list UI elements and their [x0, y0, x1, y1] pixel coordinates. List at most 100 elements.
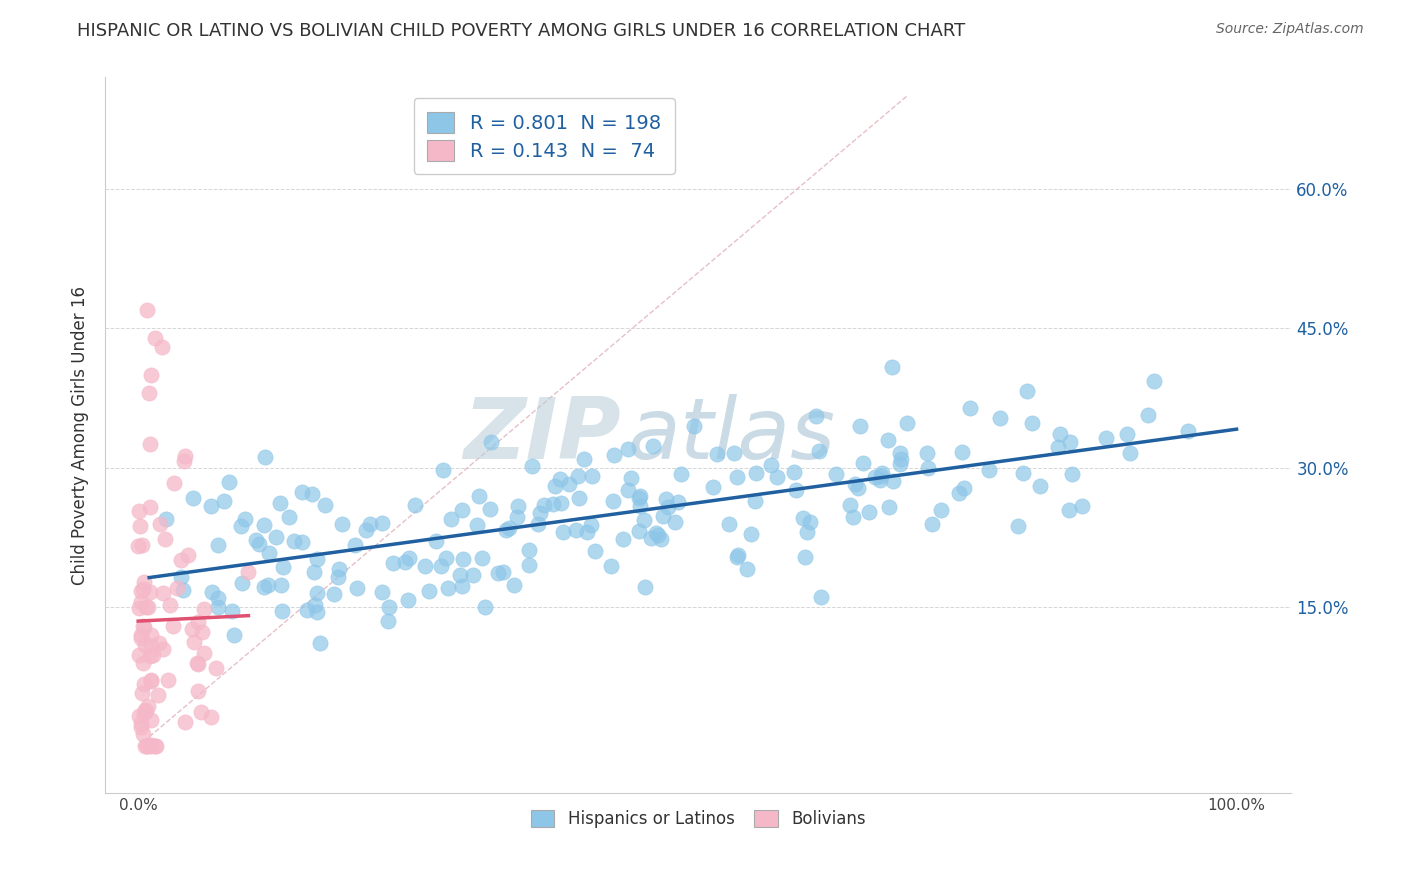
Point	[471, 551, 494, 566]
Point	[398, 551, 420, 566]
Point	[533, 498, 555, 512]
Point	[207, 591, 229, 606]
Point	[191, 625, 214, 640]
Point	[200, 710, 222, 724]
Point	[301, 487, 323, 501]
Point	[359, 517, 381, 532]
Point	[138, 386, 160, 401]
Point	[852, 456, 875, 470]
Point	[162, 619, 184, 633]
Point	[136, 739, 159, 754]
Point	[1070, 500, 1092, 514]
Point	[128, 709, 150, 723]
Point	[135, 705, 157, 719]
Point	[1057, 503, 1080, 517]
Point	[304, 566, 326, 580]
Point	[257, 578, 280, 592]
Point	[152, 586, 174, 600]
Point	[463, 568, 485, 582]
Point	[651, 508, 673, 523]
Point	[737, 562, 759, 576]
Point	[257, 546, 280, 560]
Point	[136, 302, 159, 317]
Point	[394, 555, 416, 569]
Point	[745, 466, 768, 480]
Point	[432, 462, 454, 476]
Point	[131, 538, 153, 552]
Point	[131, 595, 153, 609]
Point	[141, 739, 163, 754]
Point	[612, 532, 634, 546]
Point	[574, 451, 596, 466]
Point	[1095, 431, 1118, 445]
Point	[207, 538, 229, 552]
Point	[792, 511, 814, 525]
Point	[413, 559, 436, 574]
Point	[544, 478, 567, 492]
Point	[630, 499, 652, 513]
Point	[517, 543, 540, 558]
Point	[557, 477, 579, 491]
Point	[304, 598, 326, 612]
Point	[882, 474, 904, 488]
Point	[657, 500, 679, 515]
Point	[377, 600, 399, 615]
Point	[616, 483, 638, 497]
Point	[205, 661, 228, 675]
Point	[134, 739, 156, 754]
Point	[643, 439, 665, 453]
Point	[440, 511, 463, 525]
Point	[134, 638, 156, 652]
Point	[519, 558, 541, 573]
Point	[1015, 384, 1038, 398]
Point	[929, 502, 952, 516]
Point	[143, 739, 166, 754]
Point	[309, 635, 332, 649]
Point	[650, 532, 672, 546]
Point	[186, 657, 208, 671]
Point	[139, 739, 162, 753]
Point	[330, 517, 353, 532]
Point	[136, 600, 159, 615]
Point	[156, 673, 179, 687]
Point	[142, 648, 165, 662]
Point	[702, 480, 724, 494]
Point	[169, 552, 191, 566]
Point	[132, 575, 155, 590]
Point	[1177, 424, 1199, 438]
Point	[849, 418, 872, 433]
Point	[723, 446, 745, 460]
Point	[153, 533, 176, 547]
Point	[1012, 466, 1035, 480]
Point	[193, 602, 215, 616]
Point	[264, 530, 287, 544]
Point	[207, 600, 229, 615]
Point	[634, 580, 657, 594]
Point	[839, 499, 862, 513]
Point	[187, 615, 209, 630]
Point	[128, 648, 150, 662]
Point	[917, 460, 939, 475]
Point	[915, 445, 938, 459]
Point	[139, 640, 162, 654]
Point	[671, 467, 693, 482]
Point	[163, 476, 186, 491]
Point	[314, 498, 336, 512]
Point	[141, 628, 163, 642]
Point	[1007, 519, 1029, 533]
Point	[152, 642, 174, 657]
Point	[141, 713, 163, 727]
Point	[170, 570, 193, 584]
Point	[139, 585, 162, 599]
Point	[212, 494, 235, 508]
Point	[808, 444, 831, 458]
Point	[879, 500, 901, 514]
Point	[135, 739, 157, 754]
Point	[740, 527, 762, 541]
Point	[785, 483, 807, 497]
Point	[602, 449, 624, 463]
Point	[627, 491, 650, 505]
Point	[434, 551, 457, 566]
Point	[581, 469, 603, 483]
Point	[744, 494, 766, 508]
